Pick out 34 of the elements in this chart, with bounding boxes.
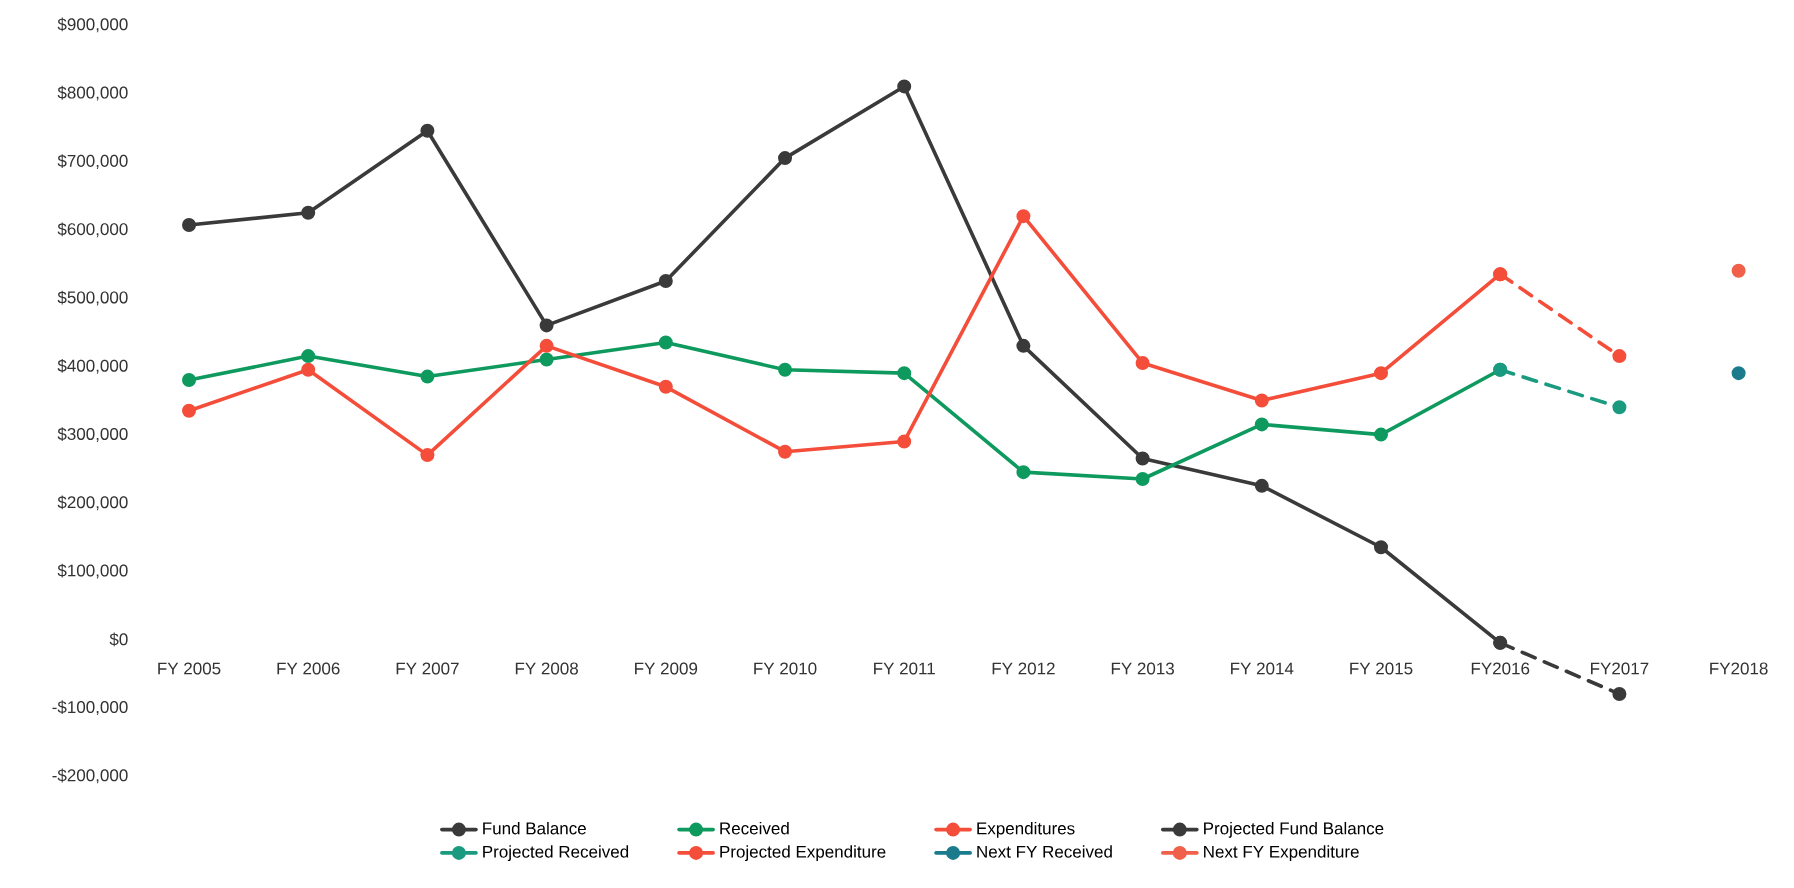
x-tick-label: FY2016 xyxy=(1471,662,1530,675)
y-tick-label: $100,000 xyxy=(57,563,128,579)
x-tick-label: FY 2013 xyxy=(1111,662,1174,675)
y-tick-label: $800,000 xyxy=(57,85,128,101)
y-tick-label: $300,000 xyxy=(57,427,128,442)
x-tick-label: FY2018 xyxy=(1710,662,1768,675)
x-tick-label: FY 2010 xyxy=(754,662,817,675)
y-tick-label: $400,000 xyxy=(57,358,128,374)
legend-label: Projected Fund Balance xyxy=(1204,821,1384,838)
y-tick-label: $500,000 xyxy=(57,290,128,306)
x-tick-label: FY 2005 xyxy=(158,662,221,675)
x-tick-label: FY 2012 xyxy=(992,662,1055,675)
y-tick-label: -$200,000 xyxy=(52,768,128,784)
x-tick-label: FY2017 xyxy=(1591,662,1649,675)
legend-label: Next FY Expenditure xyxy=(1204,845,1359,862)
legend-label: Projected Expenditure xyxy=(720,845,886,862)
y-tick-label: $200,000 xyxy=(57,495,128,511)
x-tick-label: FY 2008 xyxy=(515,662,578,675)
x-tick-label: FY 2006 xyxy=(277,662,340,675)
x-tick-label: FY 2014 xyxy=(1231,662,1294,675)
y-tick-label: $900,000 xyxy=(57,17,128,33)
legend-label: Received xyxy=(720,821,789,835)
x-tick-label: FY 2011 xyxy=(874,662,935,675)
legend-label: Projected Received xyxy=(483,845,629,862)
y-tick-label: $700,000 xyxy=(57,154,128,169)
x-tick-label: FY 2009 xyxy=(635,662,698,675)
legend-label: Expenditures xyxy=(977,821,1075,838)
y-tick-label: $600,000 xyxy=(57,222,128,238)
y-tick-label: -$100,000 xyxy=(52,700,128,716)
x-tick-label: FY 2007 xyxy=(396,662,459,675)
legend-label: Next FY Received xyxy=(977,845,1112,858)
legend-label: Fund Balance xyxy=(483,821,586,835)
x-tick-label: FY 2015 xyxy=(1350,662,1413,675)
y-tick-label: $0 xyxy=(109,632,128,647)
